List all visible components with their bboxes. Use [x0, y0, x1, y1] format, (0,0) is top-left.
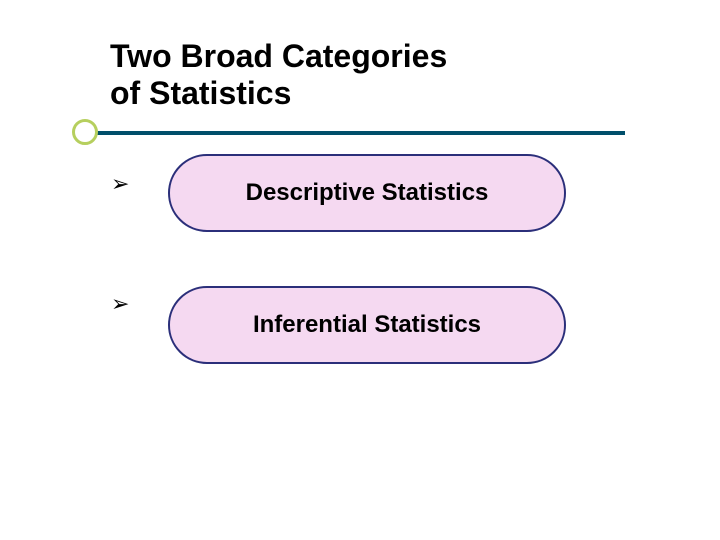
pill-label: Descriptive Statistics — [246, 179, 489, 207]
slide-title: Two Broad Categories of Statistics — [110, 38, 447, 112]
title-line-1: Two Broad Categories — [110, 38, 447, 75]
circle-bullet-icon — [72, 119, 98, 145]
pill-label: Inferential Statistics — [253, 311, 481, 339]
arrow-bullet-icon: ➢ — [111, 171, 129, 197]
pill-inferential: Inferential Statistics — [168, 286, 566, 364]
arrow-bullet-icon: ➢ — [111, 291, 129, 317]
slide: Two Broad Categories of Statistics ➢ ➢ D… — [0, 0, 720, 540]
title-divider — [93, 131, 625, 135]
pill-descriptive: Descriptive Statistics — [168, 154, 566, 232]
title-line-2: of Statistics — [110, 75, 447, 112]
